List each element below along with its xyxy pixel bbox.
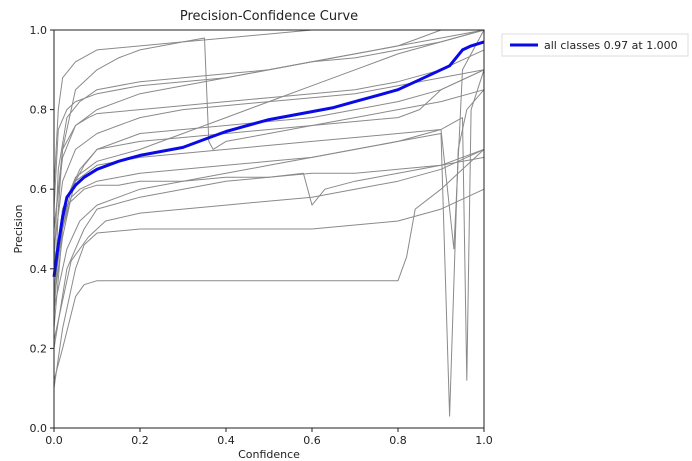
series-line-class (53, 69, 485, 317)
x-tick-label: 0.6 (303, 434, 321, 447)
y-tick-label: 0.4 (30, 263, 48, 276)
series-line-class (53, 89, 485, 417)
series-line-class (53, 29, 485, 269)
series-line-class (53, 69, 485, 289)
series-line-class (53, 29, 485, 329)
series-line-class (53, 148, 485, 341)
x-tick-label: 0.4 (217, 434, 235, 447)
chart-title: Precision-Confidence Curve (180, 9, 358, 24)
series-line-class (53, 69, 485, 381)
x-axis-label: Confidence (238, 448, 300, 461)
x-tick-label: 0.0 (45, 434, 63, 447)
series-line-class (53, 69, 485, 249)
series-line-class (53, 149, 485, 381)
series-line-class (53, 156, 485, 261)
y-tick-label: 1.0 (30, 24, 48, 37)
plot-frame (53, 29, 485, 429)
series-line-all-classes (52, 40, 485, 278)
y-tick-label: 0.2 (30, 342, 48, 355)
legend-box (501, 33, 689, 57)
series-line-class (53, 37, 485, 230)
y-tick-label: 0.8 (30, 104, 48, 117)
legend: all classes 0.97 at 1.000 (501, 33, 689, 57)
series-line-class (53, 49, 485, 230)
y-tick-label: 0.6 (30, 183, 48, 196)
series-line-class (53, 29, 485, 210)
series-layer (52, 29, 485, 417)
series-line-class (53, 29, 485, 277)
legend-label-all-classes: all classes 0.97 at 1.000 (544, 39, 678, 52)
series-line-class (53, 148, 485, 349)
y-tick-label: 0.0 (30, 422, 48, 435)
x-tick-label: 1.0 (475, 434, 493, 447)
x-tick-label: 0.8 (389, 434, 407, 447)
axis-layer: 0.0 0.2 0.4 0.6 0.8 1.0 0.0 0.2 0.4 0.6 0.8 1.0 (30, 24, 493, 447)
series-line-class (53, 188, 485, 389)
x-tick-label: 0.2 (131, 434, 149, 447)
y-axis-label: Precision (12, 204, 25, 253)
